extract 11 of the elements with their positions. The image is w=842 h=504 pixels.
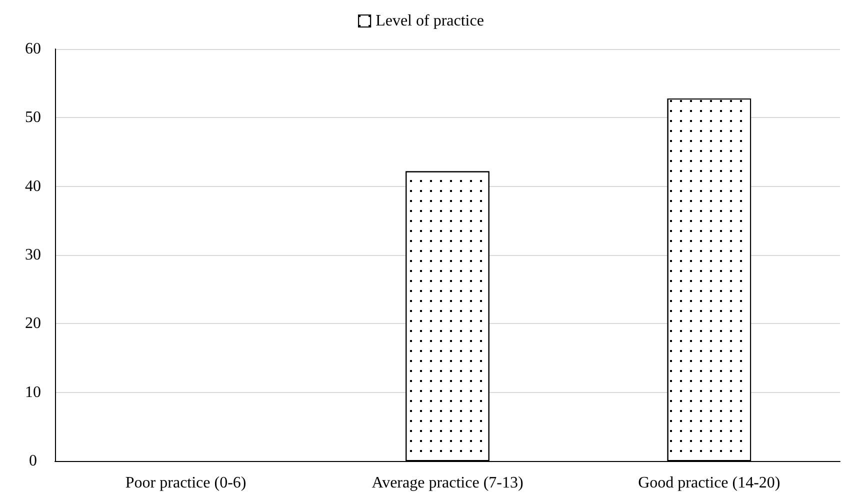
- x-tick-label: Poor practice (0-6): [125, 474, 246, 492]
- legend-label: Level of practice: [376, 12, 484, 30]
- x-tick-label: Good practice (14-20): [638, 474, 780, 492]
- y-tick-label: 60: [25, 40, 41, 58]
- y-tick-label: 0: [29, 452, 37, 470]
- y-tick-label: 40: [25, 178, 41, 195]
- y-tick-label: 10: [25, 384, 41, 401]
- y-tick-label: 30: [25, 246, 41, 264]
- y-tick-label: 50: [25, 109, 41, 126]
- x-tick-label: Average practice (7-13): [372, 474, 524, 492]
- y-tick-label: 20: [25, 315, 41, 332]
